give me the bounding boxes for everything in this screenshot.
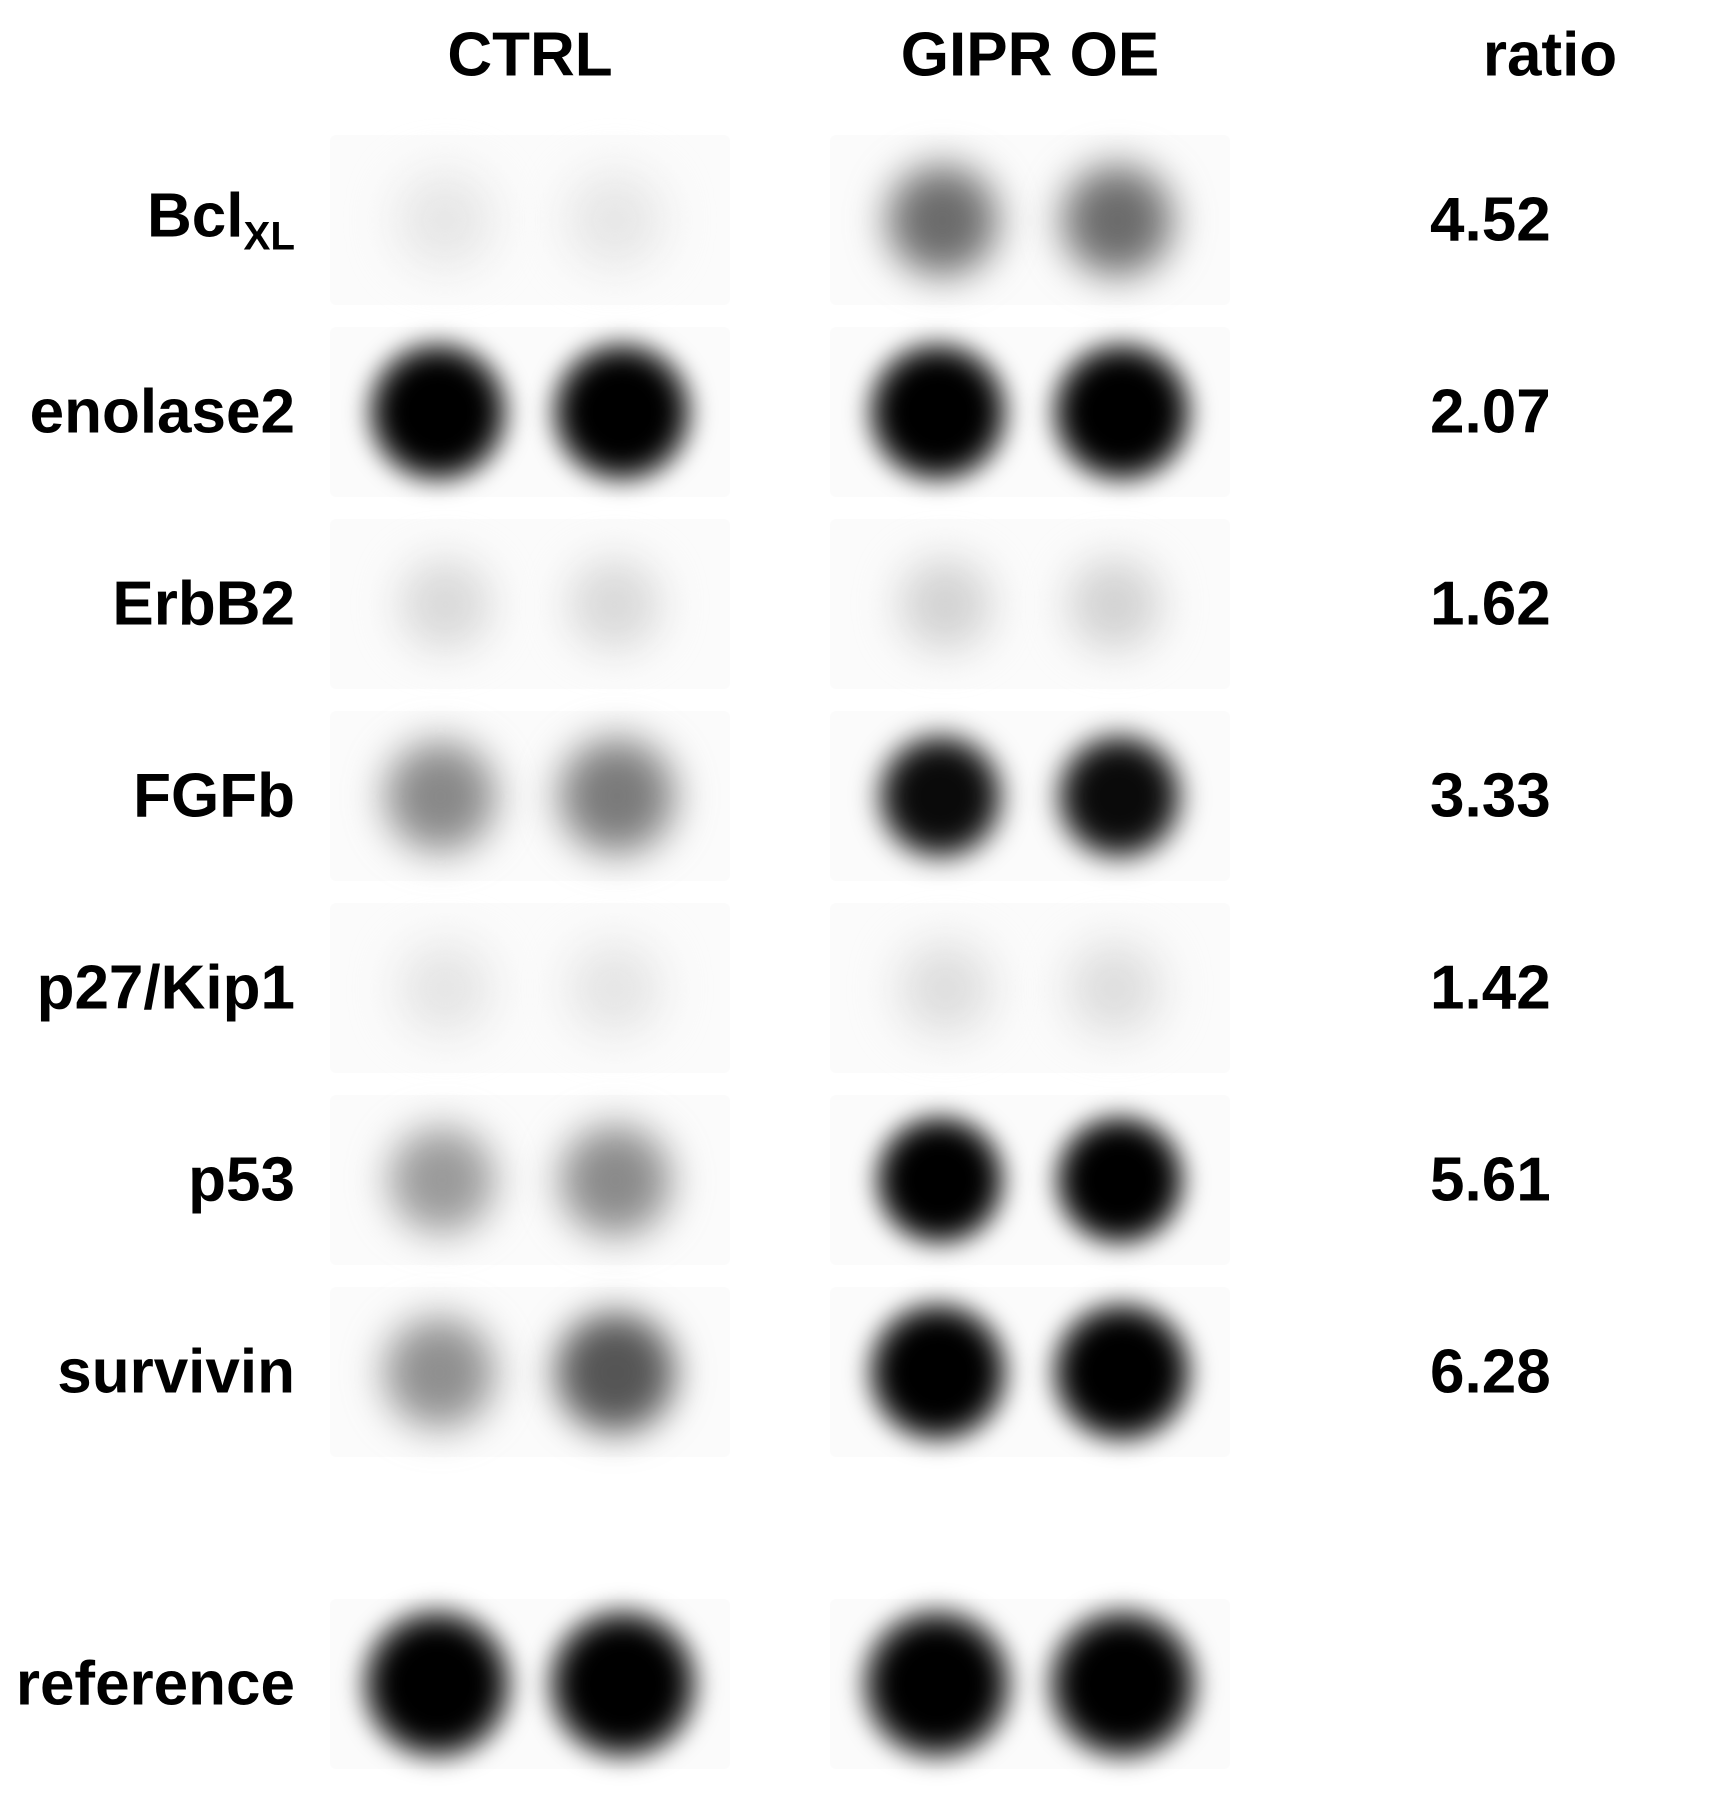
gipr-panel-erbb2-spot-1	[1062, 552, 1167, 657]
ctrl-panel-p27kip1-spot-1	[562, 936, 667, 1041]
gipr-panel-reference	[830, 1599, 1230, 1769]
gipr-panel-fgfb-spot-0	[873, 729, 1008, 864]
ctrl-panel-p53-spot-0	[382, 1120, 502, 1240]
gipr-panel-survivin	[830, 1287, 1230, 1457]
gipr-panel-enolase2-spot-1	[1047, 337, 1197, 487]
ctrl-panel-reference-spot-0	[357, 1604, 517, 1764]
ctrl-panel-survivin-spot-1	[548, 1305, 683, 1440]
ratio-value-p27kip1: 1.42	[1430, 953, 1551, 1024]
ctrl-panel-bclxl-spot-1	[560, 165, 670, 275]
gipr-panel-p27kip1-spot-0	[893, 936, 998, 1041]
column-header-ratio: ratio	[1483, 20, 1617, 91]
ctrl-panel-p53	[330, 1095, 730, 1265]
gipr-panel-reference-spot-0	[857, 1604, 1017, 1764]
row-label-p53: p53	[188, 1145, 295, 1216]
ratio-value-enolase2: 2.07	[1430, 377, 1551, 448]
ctrl-panel-fgfb-spot-0	[378, 734, 503, 859]
ctrl-panel-reference-spot-1	[543, 1604, 703, 1764]
ctrl-panel-erbb2-spot-1	[562, 552, 667, 657]
ctrl-panel-erbb2	[330, 519, 730, 689]
row-label-reference: reference	[16, 1649, 295, 1720]
ctrl-panel-p53-spot-1	[553, 1118, 678, 1243]
ratio-value-erbb2: 1.62	[1430, 569, 1551, 640]
gipr-panel-fgfb-spot-1	[1052, 729, 1187, 864]
ratio-value-p53: 5.61	[1430, 1145, 1551, 1216]
ctrl-panel-enolase2	[330, 327, 730, 497]
gipr-panel-p53-spot-0	[870, 1110, 1010, 1250]
gipr-panel-enolase2-spot-0	[863, 337, 1013, 487]
gipr-panel-reference-spot-1	[1043, 1604, 1203, 1764]
ctrl-panel-survivin	[330, 1287, 730, 1457]
column-header-gipr: GIPR OE	[901, 20, 1159, 91]
ctrl-panel-bclxl	[330, 135, 730, 305]
ctrl-panel-p27kip1-spot-0	[393, 936, 498, 1041]
gipr-panel-p53-spot-1	[1050, 1110, 1190, 1250]
row-label-enolase2: enolase2	[30, 377, 295, 448]
blot-row-p27kip1: p27/Kip1 1.42	[0, 903, 1735, 1073]
ratio-value-survivin: 6.28	[1430, 1337, 1551, 1408]
blot-row-survivin: survivin 6.28	[0, 1287, 1735, 1457]
blot-row-enolase2: enolase2 2.07	[0, 327, 1735, 497]
gipr-panel-p27kip1	[830, 903, 1230, 1073]
gipr-panel-p27kip1-spot-1	[1062, 936, 1167, 1041]
blot-row-erbb2: ErbB2 1.62	[0, 519, 1735, 689]
gipr-panel-enolase2	[830, 327, 1230, 497]
gipr-panel-bclxl-spot-0	[880, 158, 1005, 283]
gipr-panel-bclxl-spot-1	[1055, 158, 1180, 283]
gipr-panel-p53	[830, 1095, 1230, 1265]
column-header-ctrl: CTRL	[447, 20, 612, 91]
ctrl-panel-fgfb-spot-1	[552, 731, 682, 861]
ctrl-panel-p27kip1	[330, 903, 730, 1073]
gipr-panel-erbb2-spot-0	[893, 552, 998, 657]
blot-row-bclxl: BclXL 4.52	[0, 135, 1735, 305]
row-label-fgfb: FGFb	[133, 761, 295, 832]
ctrl-panel-survivin-spot-0	[377, 1310, 502, 1435]
blot-row-fgfb: FGFb 3.33	[0, 711, 1735, 881]
gipr-panel-survivin-spot-1	[1047, 1297, 1197, 1447]
ctrl-panel-enolase2-spot-1	[547, 337, 697, 487]
ctrl-panel-reference	[330, 1599, 730, 1769]
row-label-p27kip1: p27/Kip1	[37, 953, 295, 1024]
row-label-bclxl: BclXL	[147, 180, 295, 259]
blot-row-p53: p53 5.61	[0, 1095, 1735, 1265]
row-label-erbb2: ErbB2	[112, 569, 295, 640]
gipr-panel-bclxl	[830, 135, 1230, 305]
ctrl-panel-erbb2-spot-0	[393, 552, 498, 657]
gipr-panel-erbb2	[830, 519, 1230, 689]
ratio-value-fgfb: 3.33	[1430, 761, 1551, 832]
ctrl-panel-enolase2-spot-0	[363, 337, 513, 487]
ctrl-panel-fgfb	[330, 711, 730, 881]
gipr-panel-survivin-spot-0	[863, 1297, 1013, 1447]
dot-blot-figure: CTRL GIPR OE ratio BclXL 4.52 enolase2 2.07…	[0, 0, 1735, 1820]
ctrl-panel-bclxl-spot-0	[390, 165, 500, 275]
blot-row-reference: reference	[0, 1599, 1735, 1769]
row-label-survivin: survivin	[57, 1337, 295, 1408]
gipr-panel-fgfb	[830, 711, 1230, 881]
ratio-value-bclxl: 4.52	[1430, 185, 1551, 256]
